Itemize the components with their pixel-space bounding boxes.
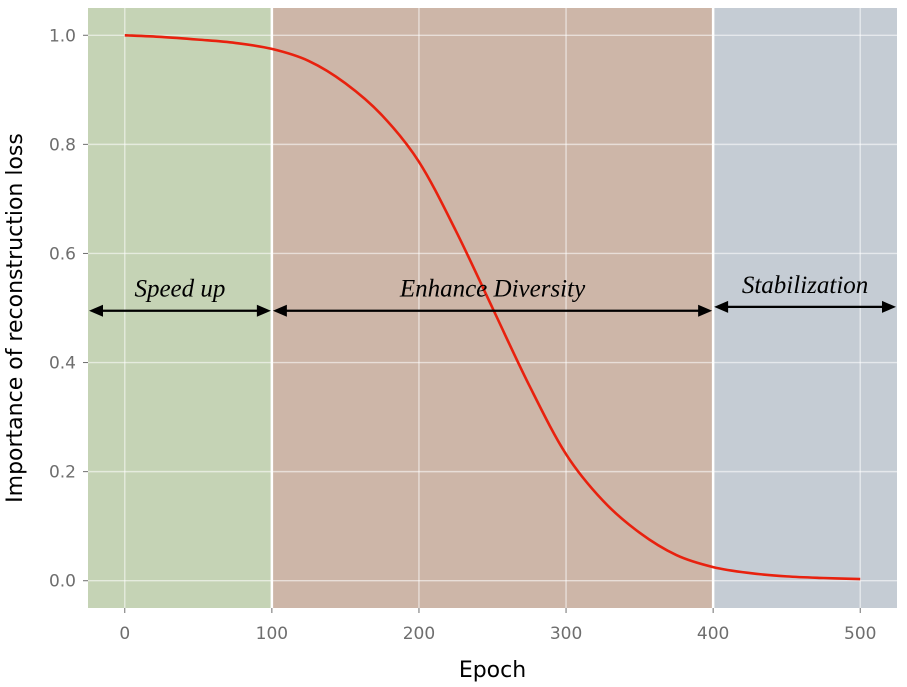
data-series (124, 33, 861, 581)
x-tick-label-1: 100 (256, 624, 288, 644)
region-label-0: Speed up (134, 276, 225, 303)
y-axis-ticks: 0.0 0.2 0.4 0.6 0.8 1.0 (49, 26, 88, 592)
region-arrow-0 (89, 304, 271, 317)
x-tick-label-3: 300 (550, 624, 582, 644)
y-axis-label: Importance of reconstruction loss (3, 133, 28, 503)
y-tick-label-3: 0.6 (49, 244, 76, 264)
y-tick-label-2: 0.4 (49, 354, 76, 374)
region-arrow-2 (714, 300, 896, 313)
y-tick-label-1: 0.2 (49, 463, 76, 483)
region-background-0 (88, 8, 272, 608)
x-axis-ticks: 0 100 200 300 400 500 (119, 608, 876, 644)
x-tick-label-4: 400 (697, 624, 729, 644)
region-arrow-head-right-0 (256, 304, 271, 317)
region-label-2: Stabilization (742, 272, 868, 299)
region-arrow-head-right-1 (698, 304, 713, 317)
x-axis-label: Epoch (459, 658, 526, 683)
region-arrow-head-right-2 (882, 300, 896, 313)
region-label-1: Enhance Diversity (399, 276, 586, 303)
x-tick-label-5: 500 (844, 624, 876, 644)
region-arrow-head-left-2 (714, 300, 729, 313)
region-arrow-head-left-1 (272, 304, 287, 317)
x-tick-label-2: 200 (403, 624, 435, 644)
y-tick-label-5: 1.0 (49, 26, 76, 46)
region-boundaries (270, 8, 715, 608)
y-tick-label-4: 0.8 (49, 135, 76, 155)
region-labels: Speed up Enhance Diversity Stabilization (134, 272, 868, 303)
region-arrows (89, 300, 896, 317)
region-arrow-1 (272, 304, 713, 317)
region-arrow-head-left-0 (89, 304, 103, 317)
y-tick-label-0: 0.0 (49, 572, 76, 592)
x-tick-label-0: 0 (119, 624, 130, 644)
